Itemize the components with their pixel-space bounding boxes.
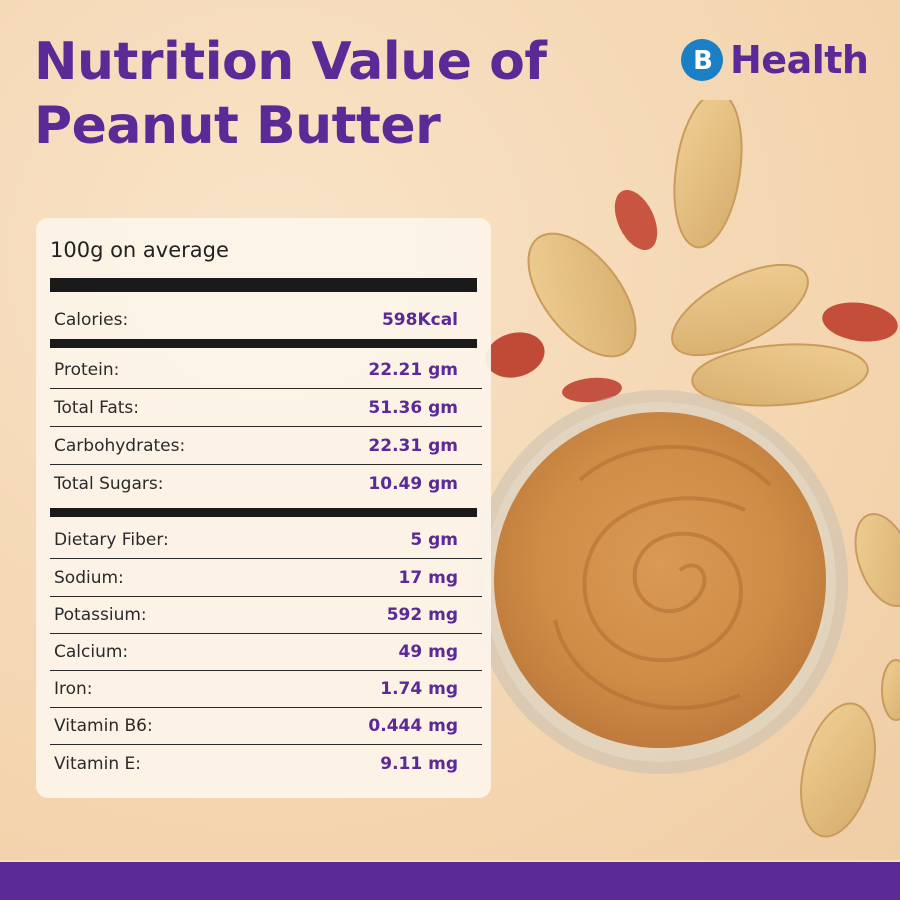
peanut-shell-icon (800, 702, 876, 838)
nutrient-row-vitamin-b6: Vitamin B6: 0.444 mg (50, 708, 482, 745)
nutrient-row-vitamin-e: Vitamin E: 9.11 mg (50, 746, 482, 782)
nutrient-row-dietary-fiber: Dietary Fiber: 5 gm (50, 522, 482, 559)
brand-name: Health (730, 38, 869, 82)
peanut-shell-icon (881, 659, 900, 721)
nutrient-row-calcium: Calcium: 49 mg (50, 634, 482, 671)
peanut-shell-icon (673, 100, 743, 249)
nutrient-label: Iron: (54, 679, 93, 699)
nutrient-row-protein: Protein: 22.21 gm (50, 352, 482, 389)
nutrient-label: Protein: (54, 360, 120, 380)
nutrient-label: Potassium: (54, 605, 147, 625)
nutrient-label: Vitamin B6: (54, 716, 153, 736)
nutrient-value: 1.74 mg (380, 679, 458, 699)
nutrient-value: 5 gm (410, 530, 458, 550)
peanut-shell-icon (527, 232, 637, 358)
nutrient-row-total-fats: Total Fats: 51.36 gm (50, 390, 482, 427)
nutrient-label: Sodium: (54, 568, 124, 588)
divider-thick (50, 508, 477, 517)
divider-thick (50, 339, 477, 348)
nutrient-label: Dietary Fiber: (54, 530, 169, 550)
peanut-shell-icon (854, 513, 900, 607)
nutrient-row-iron: Iron: 1.74 mg (50, 671, 482, 708)
serving-size: 100g on average (50, 238, 229, 262)
nutrient-value: 10.49 gm (368, 474, 458, 494)
nutrient-label: Total Sugars: (54, 474, 164, 494)
divider-thick (50, 278, 477, 292)
nutrient-value: 49 mg (398, 642, 458, 662)
nutrient-row-carbohydrates: Carbohydrates: 22.31 gm (50, 428, 482, 465)
peanut-shell-icon (671, 263, 809, 357)
page-title-line1: Nutrition Value of (34, 32, 547, 92)
nutrient-value: 0.444 mg (368, 716, 458, 736)
swirl-pattern (553, 444, 772, 710)
nutrient-value: 9.11 mg (380, 754, 458, 774)
page-title-line2: Peanut Butter (34, 96, 441, 156)
nutrient-row-potassium: Potassium: 592 mg (50, 597, 482, 634)
nutrient-value: 22.21 gm (368, 360, 458, 380)
nutrient-label: Calcium: (54, 642, 129, 662)
nutrient-row-calories: Calories: 598Kcal (50, 302, 482, 338)
peanut-butter-illustration (472, 100, 900, 838)
nutrient-value: 22.31 gm (368, 436, 458, 456)
peanut-kernel-icon (562, 377, 622, 403)
nutrition-table: 100g on average Calories: 598Kcal Protei… (36, 218, 491, 798)
peanut-shell-icon (691, 343, 869, 407)
nutrient-label: Carbohydrates: (54, 436, 186, 456)
peanut-kernel-icon (614, 190, 658, 250)
nutrient-label: Calories: (54, 310, 129, 330)
nutrient-label: Total Fats: (54, 398, 139, 418)
nutrient-label: Vitamin E: (54, 754, 141, 774)
nutrient-value: 598Kcal (381, 310, 458, 330)
peanut-butter-surface (494, 412, 826, 748)
nutrient-value: 592 mg (386, 605, 458, 625)
brand-logo: B Health (680, 38, 869, 82)
nutrient-value: 17 mg (398, 568, 458, 588)
nutrient-row-sodium: Sodium: 17 mg (50, 560, 482, 597)
nutrient-row-total-sugars: Total Sugars: 10.49 gm (50, 466, 482, 502)
brand-mark-letter: B (693, 46, 713, 76)
footer-bar (0, 862, 900, 900)
peanut-kernel-icon (485, 332, 545, 378)
brand-mark-icon: B (681, 39, 723, 81)
nutrient-value: 51.36 gm (368, 398, 458, 418)
page-title: Nutrition Value of Peanut Butter (34, 30, 547, 158)
peanut-kernel-icon (822, 302, 898, 342)
